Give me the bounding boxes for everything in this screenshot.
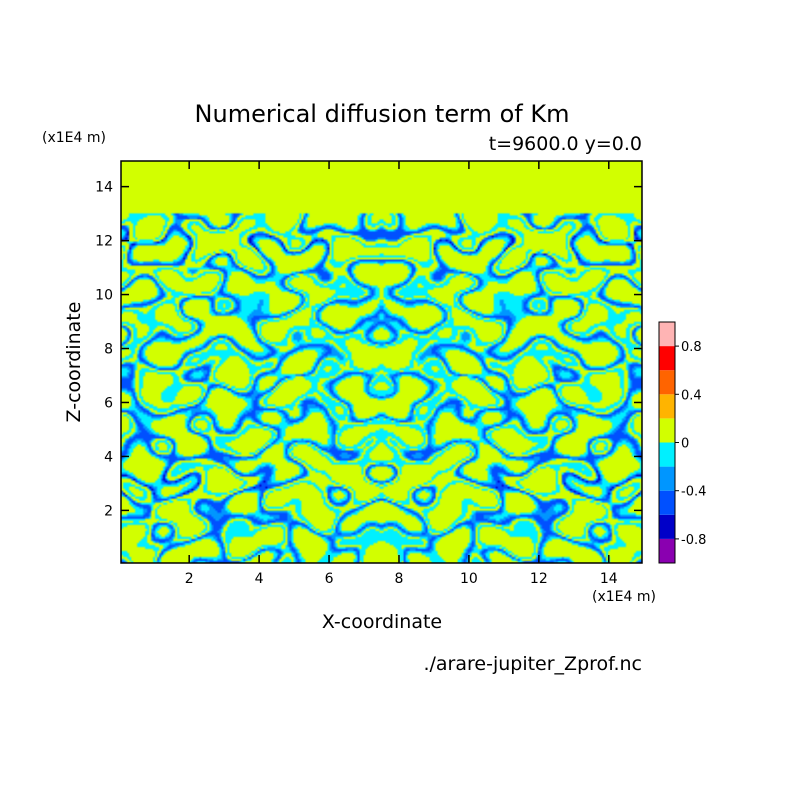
y-tick-label: 8	[104, 342, 113, 358]
y-axis-label: Z-coordinate	[63, 302, 85, 423]
y-axis-ticks: 2 4 6 8 10 12 14	[95, 180, 642, 519]
colorbar-tick-label: -0.8	[681, 533, 706, 548]
y-tick-label: 14	[95, 180, 113, 196]
x-tick-label: 6	[325, 571, 334, 587]
colorbar-segment	[659, 346, 675, 371]
x-tick-label: 2	[185, 571, 194, 587]
colorbar-segment	[659, 538, 675, 563]
x-tick-label: 8	[395, 571, 404, 587]
colorbar: -0.8 -0.4 0 0.4 0.8	[658, 321, 706, 564]
x-tick-label: 14	[600, 571, 618, 587]
colorbar-segment	[659, 370, 675, 395]
colorbar-segment	[659, 514, 675, 539]
x-tick-label: 4	[255, 571, 264, 587]
chart-subtitle: t=9600.0 y=0.0	[489, 133, 642, 155]
colorbar-tick-label: 0.8	[681, 340, 702, 355]
y-tick-label: 12	[95, 234, 113, 250]
plot-frame	[120, 160, 643, 564]
colorbar-segment	[659, 466, 675, 491]
colorbar-segment	[659, 322, 675, 347]
y-tick-label: 4	[104, 449, 113, 465]
x-axis-label: X-coordinate	[322, 611, 442, 633]
colorbar-segment	[659, 394, 675, 419]
colorbar-segment	[659, 490, 675, 515]
plot-area	[121, 161, 642, 563]
x-axis-ticks: 2 4 6 8 10 12 14	[185, 161, 618, 587]
colorbar-segment	[659, 418, 675, 443]
y-tick-label: 2	[104, 503, 113, 519]
diffusion-field	[121, 161, 642, 563]
chart-title: Numerical diffusion term of Km	[195, 100, 570, 128]
colorbar-tick-label: 0.4	[681, 388, 702, 403]
source-file-label: ./arare-jupiter_Zprof.nc	[423, 653, 642, 675]
x-tick-label: 10	[460, 571, 478, 587]
x-unit-label: (x1E4 m)	[592, 589, 656, 605]
y-tick-label: 10	[95, 288, 113, 304]
y-tick-label: 6	[104, 395, 113, 411]
x-tick-label: 12	[530, 571, 548, 587]
colorbar-tick-label: -0.4	[681, 485, 706, 500]
colorbar-segment	[659, 442, 675, 467]
y-unit-label: (x1E4 m)	[42, 130, 106, 146]
colorbar-tick-label: 0	[681, 437, 689, 452]
